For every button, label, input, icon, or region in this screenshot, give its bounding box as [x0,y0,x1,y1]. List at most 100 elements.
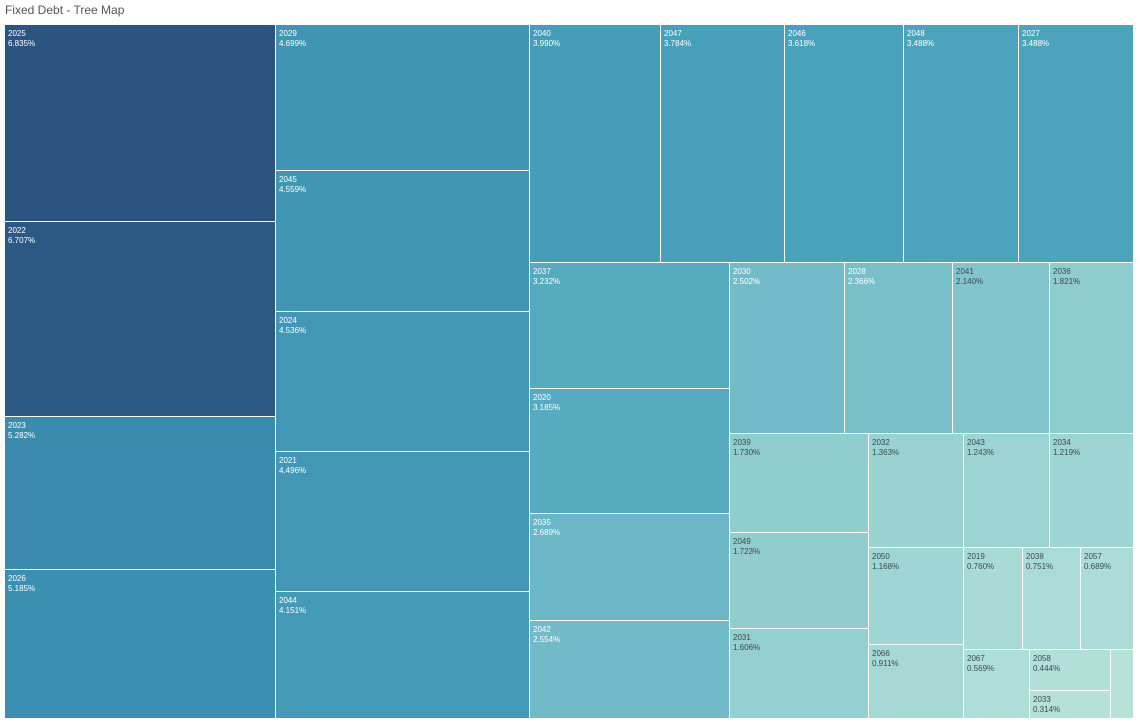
tile-year-label: 2048 [907,29,925,38]
tile-value-label: 5.185% [8,584,36,593]
tile-year-label: 2038 [1026,552,1044,561]
treemap-tile[interactable]: 2024 4.536% [276,312,530,452]
tile-year-label: 2050 [872,552,890,561]
treemap-tile[interactable]: 2043 1.243% [964,434,1050,548]
chart-title: Fixed Debt - Tree Map [5,3,125,17]
treemap-tile[interactable]: 2058 0.444% [1030,650,1111,691]
tile-year-label: 2046 [788,29,806,38]
treemap-tile[interactable]: 2049 1.723% [730,533,869,629]
treemap-tile[interactable]: 2027 3.488% [1019,25,1134,263]
treemap-tile[interactable]: 2019 0.760% [964,548,1023,650]
treemap-tile[interactable]: 2021 4.496% [276,452,530,592]
tile-year-label: 2031 [733,633,751,642]
tile-value-label: 2.366% [848,277,876,286]
treemap-tile[interactable]: 2050 1.168% [869,548,964,645]
tile-value-label: 0.569% [967,664,995,673]
treemap-tile[interactable]: 2039 1.730% [730,434,869,533]
tile-year-label: 2027 [1022,29,1040,38]
tile-value-label: 0.760% [967,562,995,571]
tile-year-label: 2058 [1033,654,1051,663]
tile-year-label: 2057 [1084,552,1102,561]
tile-value-label: 2.140% [956,277,984,286]
treemap-tile[interactable]: 2025 6.835% [5,25,276,222]
treemap-tile[interactable]: 2031 1.606% [730,629,869,719]
tile-year-label: 2034 [1053,438,1071,447]
treemap-tile[interactable]: 2030 2.502% [730,263,845,434]
treemap-tile[interactable]: 2057 0.689% [1081,548,1134,650]
tile-year-label: 2023 [8,421,26,430]
treemap-tile[interactable]: 2033 0.314% [1030,691,1111,719]
treemap-tile[interactable]: 2041 2.140% [953,263,1050,434]
tile-value-label: 0.751% [1026,562,1054,571]
tile-year-label: 2049 [733,537,751,546]
tile-value-label: 3.488% [907,39,935,48]
tile-value-label: 1.219% [1053,448,1081,457]
tile-year-label: 2066 [872,649,890,658]
treemap-tile[interactable]: 2045 4.559% [276,171,530,312]
treemap-tile[interactable]: 2026 5.185% [5,570,276,719]
tile-value-label: 1.723% [733,547,761,556]
treemap-tile[interactable] [1111,650,1134,719]
tile-value-label: 3.488% [1022,39,1050,48]
treemap-tile[interactable]: 2066 0.911% [869,645,964,719]
tile-year-label: 2044 [279,596,297,605]
tile-year-label: 2039 [733,438,751,447]
tile-value-label: 4.536% [279,326,307,335]
tile-year-label: 2021 [279,456,297,465]
treemap-tile[interactable]: 2032 1.363% [869,434,964,548]
treemap-tile[interactable]: 2028 2.366% [845,263,953,434]
tile-year-label: 2035 [533,518,551,527]
tile-value-label: 0.314% [1033,705,1061,714]
treemap-tile[interactable]: 2037 3.232% [530,263,730,389]
tile-year-label: 2041 [956,267,974,276]
tile-value-label: 4.559% [279,185,307,194]
treemap-tile[interactable]: 2034 1.219% [1050,434,1134,548]
tile-year-label: 2020 [533,393,551,402]
treemap-tile[interactable]: 2020 3.185% [530,389,730,514]
tile-year-label: 2030 [733,267,751,276]
tile-value-label: 0.689% [1084,562,1112,571]
tile-value-label: 3.784% [664,39,692,48]
treemap-tile[interactable]: 2042 2.554% [530,621,730,719]
tile-year-label: 2032 [872,438,890,447]
tile-year-label: 2037 [533,267,551,276]
treemap-tile[interactable]: 2035 2.689% [530,514,730,621]
tile-value-label: 5.282% [8,431,36,440]
treemap-tile[interactable]: 2044 4.151% [276,592,530,719]
tile-value-label: 6.707% [8,236,36,245]
tile-year-label: 2043 [967,438,985,447]
tile-value-label: 2.502% [733,277,761,286]
treemap-tile[interactable]: 2029 4.699% [276,25,530,171]
tile-year-label: 2045 [279,175,297,184]
tile-year-label: 2019 [967,552,985,561]
treemap-tile[interactable]: 2040 3.990% [530,25,661,263]
tile-value-label: 1.606% [733,643,761,652]
tile-value-label: 1.730% [733,448,761,457]
tile-value-label: 6.835% [8,39,36,48]
tile-year-label: 2026 [8,574,26,583]
treemap-tile[interactable]: 2022 6.707% [5,222,276,417]
treemap-tile[interactable]: 2067 0.569% [964,650,1030,719]
tile-value-label: 3.618% [788,39,816,48]
tile-year-label: 2029 [279,29,297,38]
tile-value-label: 0.444% [1033,664,1061,673]
treemap-chart: 2025 6.835% 2022 6.707% 2023 5.282% 2026 5.185%… [5,25,1134,719]
tile-value-label: 1.168% [872,562,900,571]
tile-year-label: 2022 [8,226,26,235]
tile-value-label: 2.554% [533,635,561,644]
tile-year-label: 2028 [848,267,866,276]
tile-value-label: 2.689% [533,528,561,537]
tile-year-label: 2024 [279,316,297,325]
tile-year-label: 2025 [8,29,26,38]
treemap-tile[interactable]: 2046 3.618% [785,25,904,263]
tile-value-label: 1.821% [1053,277,1081,286]
treemap-tile[interactable]: 2047 3.784% [661,25,785,263]
treemap-tile[interactable]: 2023 5.282% [5,417,276,570]
treemap-tile[interactable]: 2036 1.821% [1050,263,1134,434]
treemap-tile[interactable]: 2038 0.751% [1023,548,1081,650]
tile-year-label: 2040 [533,29,551,38]
tile-value-label: 4.151% [279,606,307,615]
tile-value-label: 4.699% [279,39,307,48]
treemap-tile[interactable]: 2048 3.488% [904,25,1019,263]
tile-value-label: 3.990% [533,39,561,48]
